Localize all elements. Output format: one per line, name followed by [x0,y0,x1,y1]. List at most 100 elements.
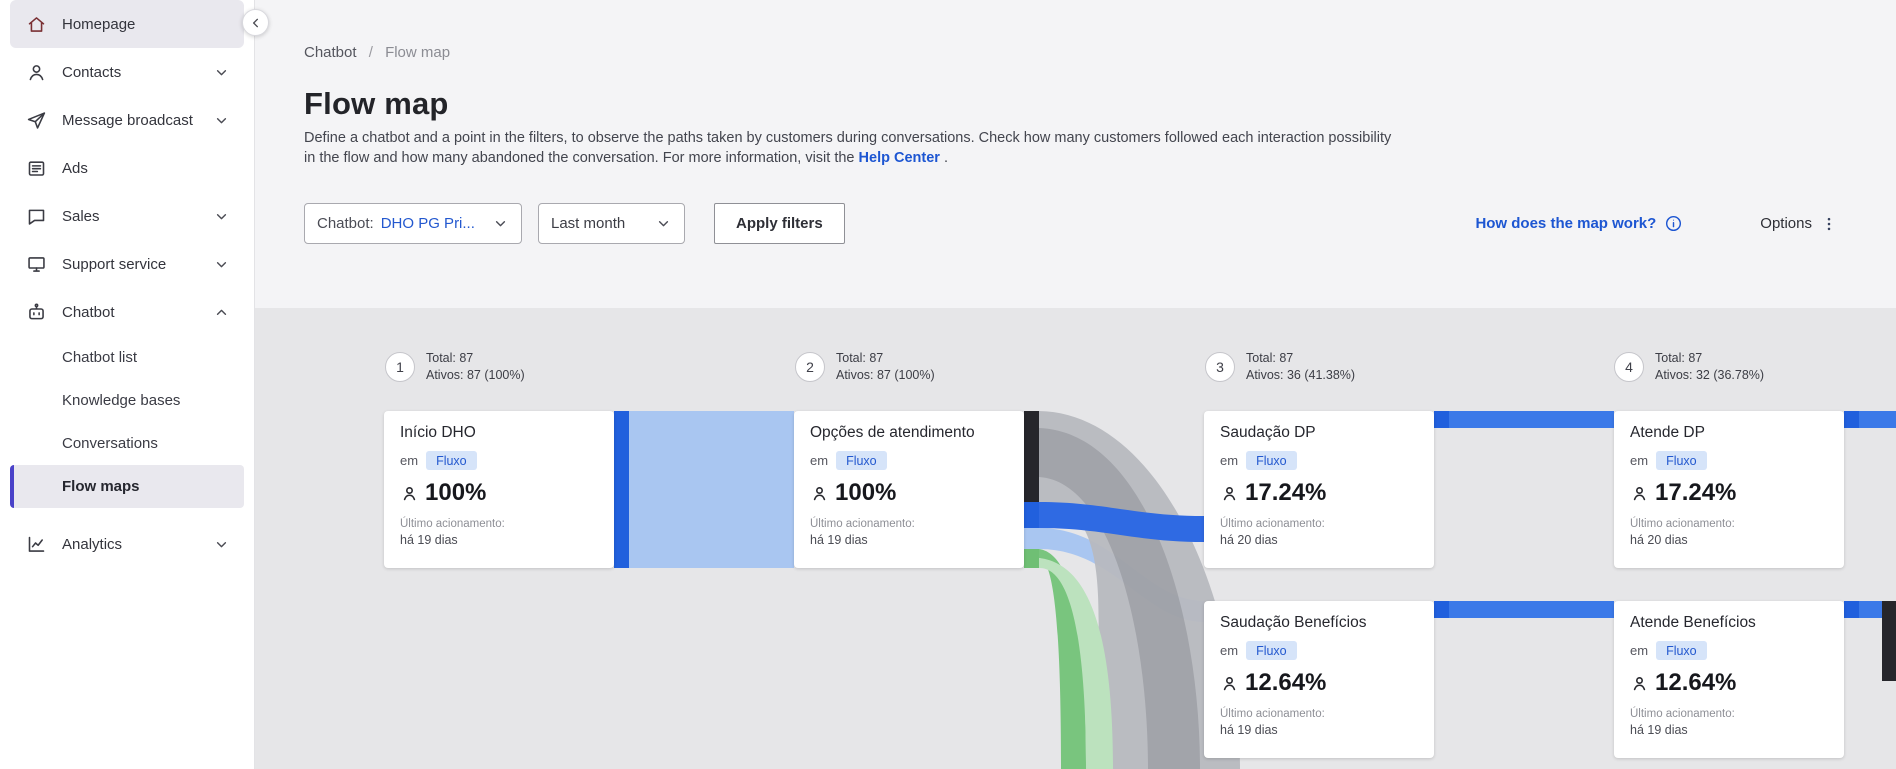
help-center-link[interactable]: Help Center [858,150,940,166]
band-opcoes-to-saudacao-dp [1039,502,1204,542]
flow-card-saudacao-dp[interactable]: Saudação DP em Fluxo 17.24% Último aciona… [1204,411,1434,568]
chevron-down-icon [213,256,230,273]
chevron-left-icon [248,15,264,31]
last-trigger-value: há 19 dias [1220,723,1278,737]
sidebar-item-chatbot[interactable]: Chatbot [10,288,244,336]
band-atende-beneficios-out [1859,601,1882,618]
user-icon [400,484,419,503]
map-help-link[interactable]: How does the map work? [1475,214,1683,233]
fluxo-badge: Fluxo [1246,451,1297,470]
node-bar-atende-dp [1844,411,1859,428]
last-trigger-label: Último acionamento: [810,518,915,530]
chatbot-select[interactable]: Chatbot: DHO PG Pri... [304,203,522,244]
flow-card-opcoes-de-atendimento[interactable]: Opções de atendimento em Fluxo 100% Últim… [794,411,1024,568]
last-trigger-label: Último acionamento: [1630,518,1735,530]
sidebar-item-homepage[interactable]: Homepage [10,0,244,48]
node-bar-inicio-dho [614,411,629,568]
chevron-down-icon [492,215,509,232]
sidebar-subitem-label: Conversations [62,435,158,452]
breadcrumb-separator: / [368,44,373,61]
sidebar-item-label: Message broadcast [62,111,193,129]
flow-map-canvas[interactable]: 1 Total: 87 Ativos: 87 (100%) 2 Total: 8… [255,308,1896,769]
chevron-down-icon [213,64,230,81]
period-select-value: Last month [551,215,626,232]
sidebar-item-label: Ads [62,159,88,177]
last-trigger-label: Último acionamento: [400,518,505,530]
column-active: Ativos: 32 (36.78%) [1655,368,1765,382]
sidebar-item-label: Analytics [62,535,123,553]
sidebar-item-analytics[interactable]: Analytics [10,520,244,568]
band-inicio-to-opcoes [629,411,794,568]
node-bar-atende-beneficios [1844,601,1859,618]
monitor-icon [26,254,47,275]
filter-bar: Chatbot: DHO PG Pri... Last month Apply … [304,203,1838,244]
flow-card-atende-dp[interactable]: Atende DP em Fluxo 17.24% Último acioname… [1614,411,1844,568]
column-number-badge: 3 [1205,352,1235,382]
em-label: em [810,453,829,468]
sidebar-item-flow-maps[interactable]: Flow maps [10,465,244,508]
fluxo-badge: Fluxo [426,451,477,470]
flow-card-saudacao-beneficios[interactable]: Saudação Benefícios em Fluxo 12.64% Últim… [1204,601,1434,758]
main-content: Chatbot / Flow map Flow map Define a cha… [255,0,1896,769]
user-icon [1630,484,1649,503]
sidebar-item-ads[interactable]: Ads [10,144,244,192]
flow-column-header-1: 1 Total: 87 Ativos: 87 (100%) [385,350,525,384]
apply-filters-button[interactable]: Apply filters [714,203,845,244]
chevron-down-icon [213,112,230,129]
fluxo-badge: Fluxo [1246,641,1297,660]
flow-node-title: Atende Benefícios [1630,614,1756,631]
sidebar: Homepage Contacts Message broadcast [0,0,255,769]
sidebar-item-sales[interactable]: Sales [10,192,244,240]
breadcrumb-chatbot[interactable]: Chatbot [304,44,357,61]
sidebar-item-label: Contacts [62,63,122,81]
sidebar-item-message-broadcast[interactable]: Message broadcast [10,96,244,144]
flow-column-header-3: 3 Total: 87 Ativos: 36 (41.38%) [1205,350,1355,384]
column-active: Ativos: 87 (100%) [836,368,935,382]
flow-node-title: Opções de atendimento [810,424,975,441]
flow-column-header-4: 4 Total: 87 Ativos: 32 (36.78%) [1614,350,1764,384]
description-text-end: . [939,150,948,166]
chat-icon [26,206,47,227]
node-bar-opcoes-green [1024,549,1039,568]
sidebar-collapse-button[interactable] [242,9,269,36]
column-active: Ativos: 36 (41.38%) [1246,368,1356,382]
user-icon [1630,674,1649,693]
chatbot-select-value: DHO PG Pri... [380,215,475,232]
fluxo-badge: Fluxo [836,451,887,470]
last-trigger-value: há 19 dias [810,533,868,547]
band-abandoned-overlap [1039,428,1200,769]
flow-node-title: Saudação Benefícios [1220,614,1367,631]
home-icon [26,14,47,35]
flow-card-atende-beneficios[interactable]: Atende Benefícios em Fluxo 12.64% Último … [1614,601,1844,758]
column-number-badge: 2 [795,352,825,382]
chevron-down-icon [213,208,230,225]
sidebar-item-support-service[interactable]: Support service [10,240,244,288]
flow-node-title: Início DHO [400,424,476,441]
sidebar-item-chatbot-list[interactable]: Chatbot list [10,336,244,379]
chatbot-select-label: Chatbot: [317,215,374,232]
sidebar-item-label: Homepage [62,15,136,33]
flow-node-percent: 17.24% [1655,479,1737,506]
sidebar-item-knowledge-bases[interactable]: Knowledge bases [10,379,244,422]
kebab-icon [1820,215,1838,233]
column-total: Total: 87 [1655,351,1703,365]
breadcrumb-current: Flow map [385,44,451,61]
chevron-up-icon [213,304,230,321]
sidebar-item-label: Sales [62,207,100,225]
flow-node-percent: 100% [425,479,487,506]
sidebar-item-conversations[interactable]: Conversations [10,422,244,465]
person-icon [26,62,47,83]
flow-node-percent: 12.64% [1655,669,1737,696]
sidebar-item-contacts[interactable]: Contacts [10,48,244,96]
options-menu-button[interactable]: Options [1760,215,1838,233]
band-green-2 [1039,558,1113,769]
em-label: em [400,453,419,468]
period-select[interactable]: Last month [538,203,685,244]
sidebar-subitem-label: Flow maps [62,478,140,495]
flow-card-inicio-dho[interactable]: Início DHO em Fluxo 100% Último acionamen… [384,411,614,568]
em-label: em [1220,643,1239,658]
chevron-down-icon [655,215,672,232]
last-trigger-label: Último acionamento: [1220,518,1325,530]
column-number-badge: 4 [1614,352,1644,382]
column-total: Total: 87 [426,351,474,365]
